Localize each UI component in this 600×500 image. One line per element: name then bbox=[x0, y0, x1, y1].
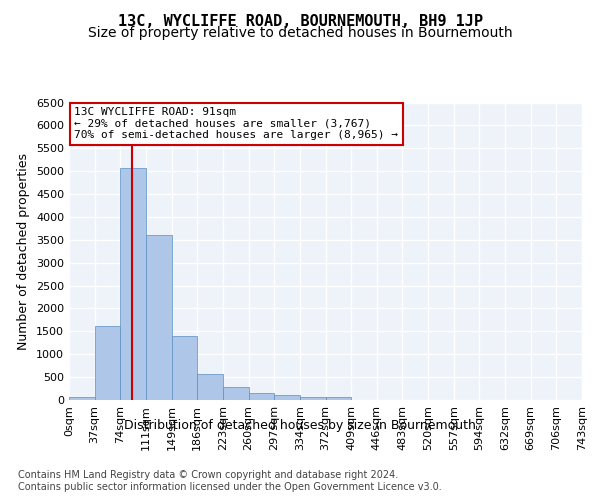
Bar bbox=[274, 396, 300, 400]
Bar bbox=[69, 396, 95, 400]
Bar bbox=[223, 386, 248, 400]
Y-axis label: Number of detached properties: Number of detached properties bbox=[17, 153, 31, 350]
Bar bbox=[121, 168, 146, 400]
Bar bbox=[197, 374, 223, 400]
Bar bbox=[172, 336, 197, 400]
Bar bbox=[146, 235, 172, 400]
Bar bbox=[95, 326, 121, 400]
Text: Contains public sector information licensed under the Open Government Licence v3: Contains public sector information licen… bbox=[18, 482, 442, 492]
Text: 13C WYCLIFFE ROAD: 91sqm
← 29% of detached houses are smaller (3,767)
70% of sem: 13C WYCLIFFE ROAD: 91sqm ← 29% of detach… bbox=[74, 107, 398, 140]
Text: Contains HM Land Registry data © Crown copyright and database right 2024.: Contains HM Land Registry data © Crown c… bbox=[18, 470, 398, 480]
Bar bbox=[300, 397, 325, 400]
Bar bbox=[248, 394, 274, 400]
Text: 13C, WYCLIFFE ROAD, BOURNEMOUTH, BH9 1JP: 13C, WYCLIFFE ROAD, BOURNEMOUTH, BH9 1JP bbox=[118, 14, 482, 29]
Bar bbox=[325, 397, 351, 400]
Text: Size of property relative to detached houses in Bournemouth: Size of property relative to detached ho… bbox=[88, 26, 512, 40]
Text: Distribution of detached houses by size in Bournemouth: Distribution of detached houses by size … bbox=[124, 418, 476, 432]
